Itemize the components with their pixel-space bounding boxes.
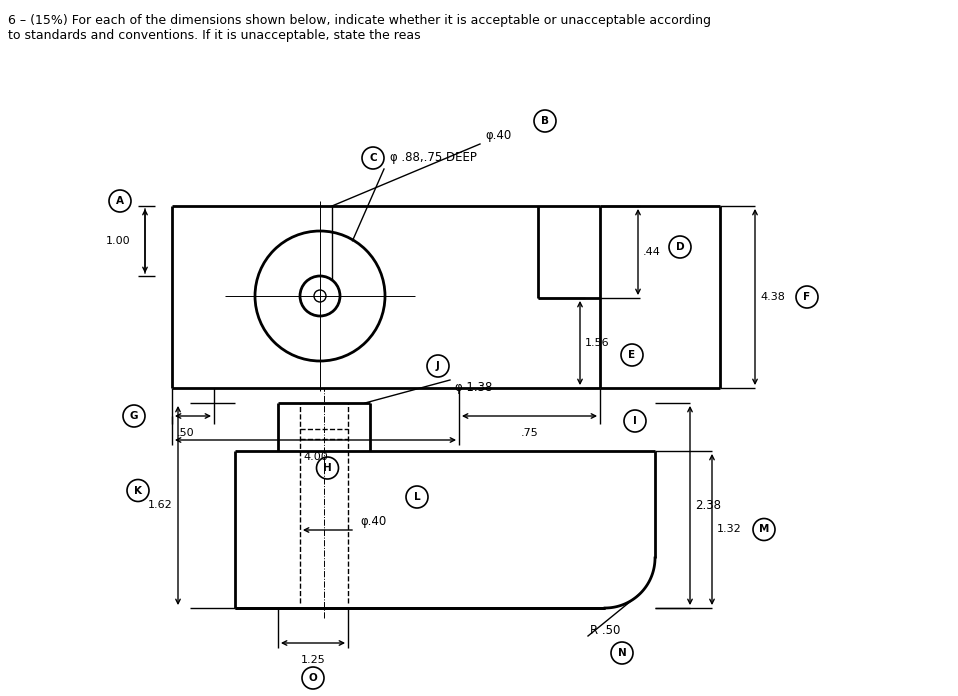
Text: A: A [116,196,124,206]
Text: J: J [436,361,440,371]
Text: O: O [308,673,317,683]
Text: 4.38: 4.38 [760,292,785,302]
Text: D: D [675,242,684,252]
Text: F: F [804,292,810,302]
Text: φ.40: φ.40 [360,516,386,528]
Text: B: B [541,116,549,126]
Text: 1.32: 1.32 [717,525,741,535]
Text: 6 – (15%) For each of the dimensions shown below, indicate whether it is accepta: 6 – (15%) For each of the dimensions sho… [8,14,711,42]
Text: 1.56: 1.56 [585,338,609,348]
Text: .75: .75 [520,428,538,438]
Text: φ .88,.75 DEEP: φ .88,.75 DEEP [390,152,477,164]
Text: C: C [369,153,376,163]
Text: 1.00: 1.00 [105,236,130,246]
Text: L: L [414,492,421,502]
Text: H: H [323,463,331,473]
Text: 1.62: 1.62 [148,500,173,510]
Text: I: I [633,416,637,426]
Text: φ.40: φ.40 [485,129,512,143]
Text: E: E [628,350,635,360]
Text: K: K [134,486,142,496]
Text: .44: .44 [643,247,661,257]
Text: 2.38: 2.38 [695,499,721,512]
Text: N: N [618,648,627,658]
Text: R .50: R .50 [590,624,621,638]
Text: G: G [129,411,138,421]
Text: φ 1.38: φ 1.38 [455,381,492,395]
Text: 4.00: 4.00 [303,452,328,462]
Text: 1.25: 1.25 [301,655,326,665]
Text: .50: .50 [177,428,194,438]
Text: M: M [759,525,769,535]
